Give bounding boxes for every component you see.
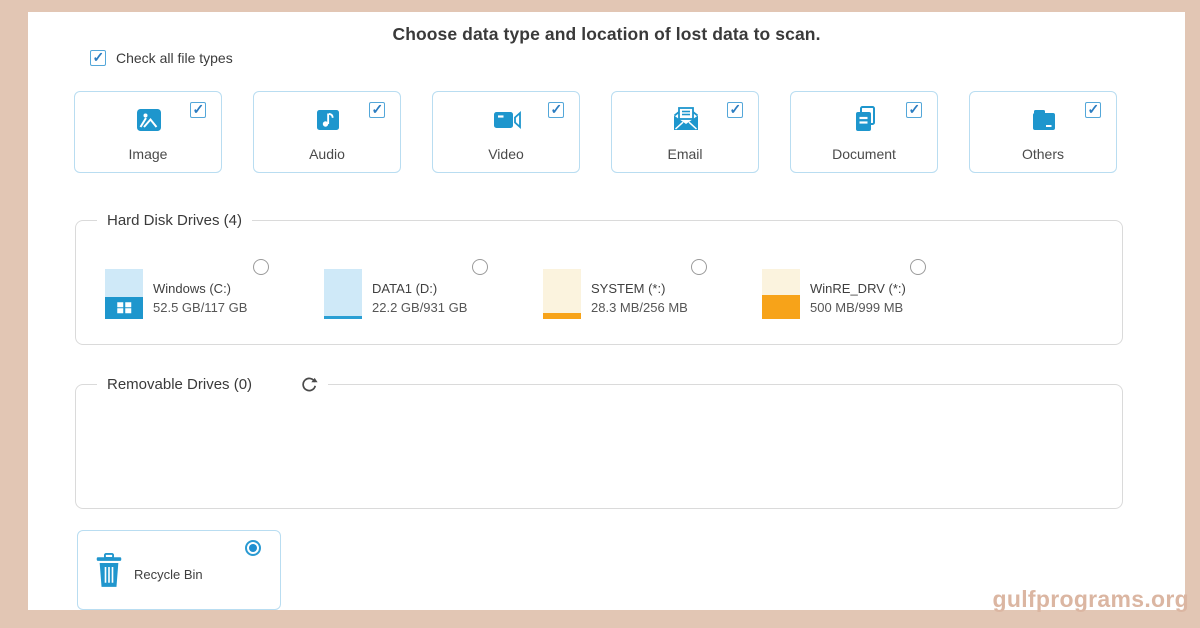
audio-icon	[317, 110, 339, 130]
file-type-card-document[interactable]: Document	[790, 91, 938, 173]
drive-winre-drv[interactable]: WinRE_DRV (*:) 500 MB/999 MB	[762, 259, 981, 331]
video-label: Video	[488, 146, 524, 162]
removable-drives-legend: Removable Drives (0)	[97, 375, 328, 393]
file-type-card-email[interactable]: Email	[611, 91, 759, 173]
others-checkbox[interactable]	[1085, 101, 1101, 118]
drive-windows-c[interactable]: Windows (C:) 52.5 GB/117 GB	[105, 259, 324, 331]
video-icon	[494, 110, 521, 130]
removable-drives-legend-text: Removable Drives (0)	[107, 375, 253, 393]
main-panel: Choose data type and location of lost da…	[28, 12, 1185, 610]
email-label: Email	[667, 146, 703, 162]
image-label: Image	[128, 146, 168, 162]
email-icon	[673, 107, 699, 130]
drive-data1-d-radio[interactable]	[472, 259, 488, 275]
image-checkbox[interactable]	[190, 101, 206, 118]
video-checkbox[interactable]	[548, 101, 564, 118]
audio-label: Audio	[309, 146, 345, 162]
windows-logo-icon	[117, 302, 131, 314]
file-type-card-image[interactable]: Image	[74, 91, 222, 173]
hard-disk-drives-legend: Hard Disk Drives (4)	[97, 212, 252, 229]
image-icon	[137, 109, 161, 131]
recycle-bin-label: Recycle Bin	[134, 567, 203, 582]
recycle-bin-radio[interactable]	[245, 540, 261, 556]
file-type-cards: Image Audio Video	[74, 91, 1117, 173]
watermark: gulfprograms.org	[992, 586, 1189, 612]
drive-data1-d[interactable]: DATA1 (D:) 22.2 GB/931 GB	[324, 259, 543, 331]
drive-system-radio[interactable]	[691, 259, 707, 275]
hard-disk-drives-legend-text: Hard Disk Drives (4)	[107, 212, 243, 229]
removable-drives-group: Removable Drives (0)	[75, 375, 1123, 509]
check-all-checkbox[interactable]	[90, 49, 106, 66]
recycle-bin-card[interactable]: Recycle Bin	[77, 530, 281, 610]
page-title: Choose data type and location of lost da…	[392, 24, 821, 44]
drive-capacity: 28.3 MB/256 MB	[591, 300, 688, 315]
hard-disk-drives-group: Hard Disk Drives (4) Windows (C:) 52.5 G…	[75, 212, 1123, 345]
check-all-label: Check all file types	[116, 50, 233, 66]
drive-windows-c-icon	[105, 269, 143, 319]
drive-winre-drv-icon	[762, 269, 800, 319]
audio-checkbox[interactable]	[369, 101, 385, 118]
drive-capacity: 52.5 GB/117 GB	[153, 300, 248, 315]
drive-system[interactable]: SYSTEM (*:) 28.3 MB/256 MB	[543, 259, 762, 331]
drive-winre-drv-radio[interactable]	[910, 259, 926, 275]
drive-data1-d-icon	[324, 269, 362, 319]
drive-capacity: 500 MB/999 MB	[810, 300, 904, 315]
file-type-card-others[interactable]: Others	[969, 91, 1117, 173]
drive-windows-c-radio[interactable]	[253, 259, 269, 275]
file-type-card-audio[interactable]: Audio	[253, 91, 401, 173]
hard-disk-drive-list: Windows (C:) 52.5 GB/117 GB DATA1 (D:) 2…	[76, 229, 1122, 331]
refresh-icon	[302, 377, 318, 392]
drive-name: Windows (C:)	[153, 281, 232, 296]
document-checkbox[interactable]	[906, 101, 922, 118]
file-type-card-video[interactable]: Video	[432, 91, 580, 173]
drive-capacity: 22.2 GB/931 GB	[372, 300, 468, 315]
drive-name: SYSTEM (*:)	[591, 281, 666, 296]
drive-name: DATA1 (D:)	[372, 281, 438, 296]
document-label: Document	[832, 146, 896, 162]
refresh-button[interactable]	[300, 375, 318, 393]
others-folder-icon	[1033, 110, 1055, 130]
others-label: Others	[1021, 146, 1064, 162]
check-all-file-types[interactable]: Check all file types	[90, 49, 233, 66]
drive-system-icon	[543, 269, 581, 319]
email-checkbox[interactable]	[727, 101, 743, 118]
document-icon	[856, 106, 875, 131]
recycle-bin-icon	[96, 553, 122, 587]
drive-name: WinRE_DRV (*:)	[810, 281, 906, 296]
